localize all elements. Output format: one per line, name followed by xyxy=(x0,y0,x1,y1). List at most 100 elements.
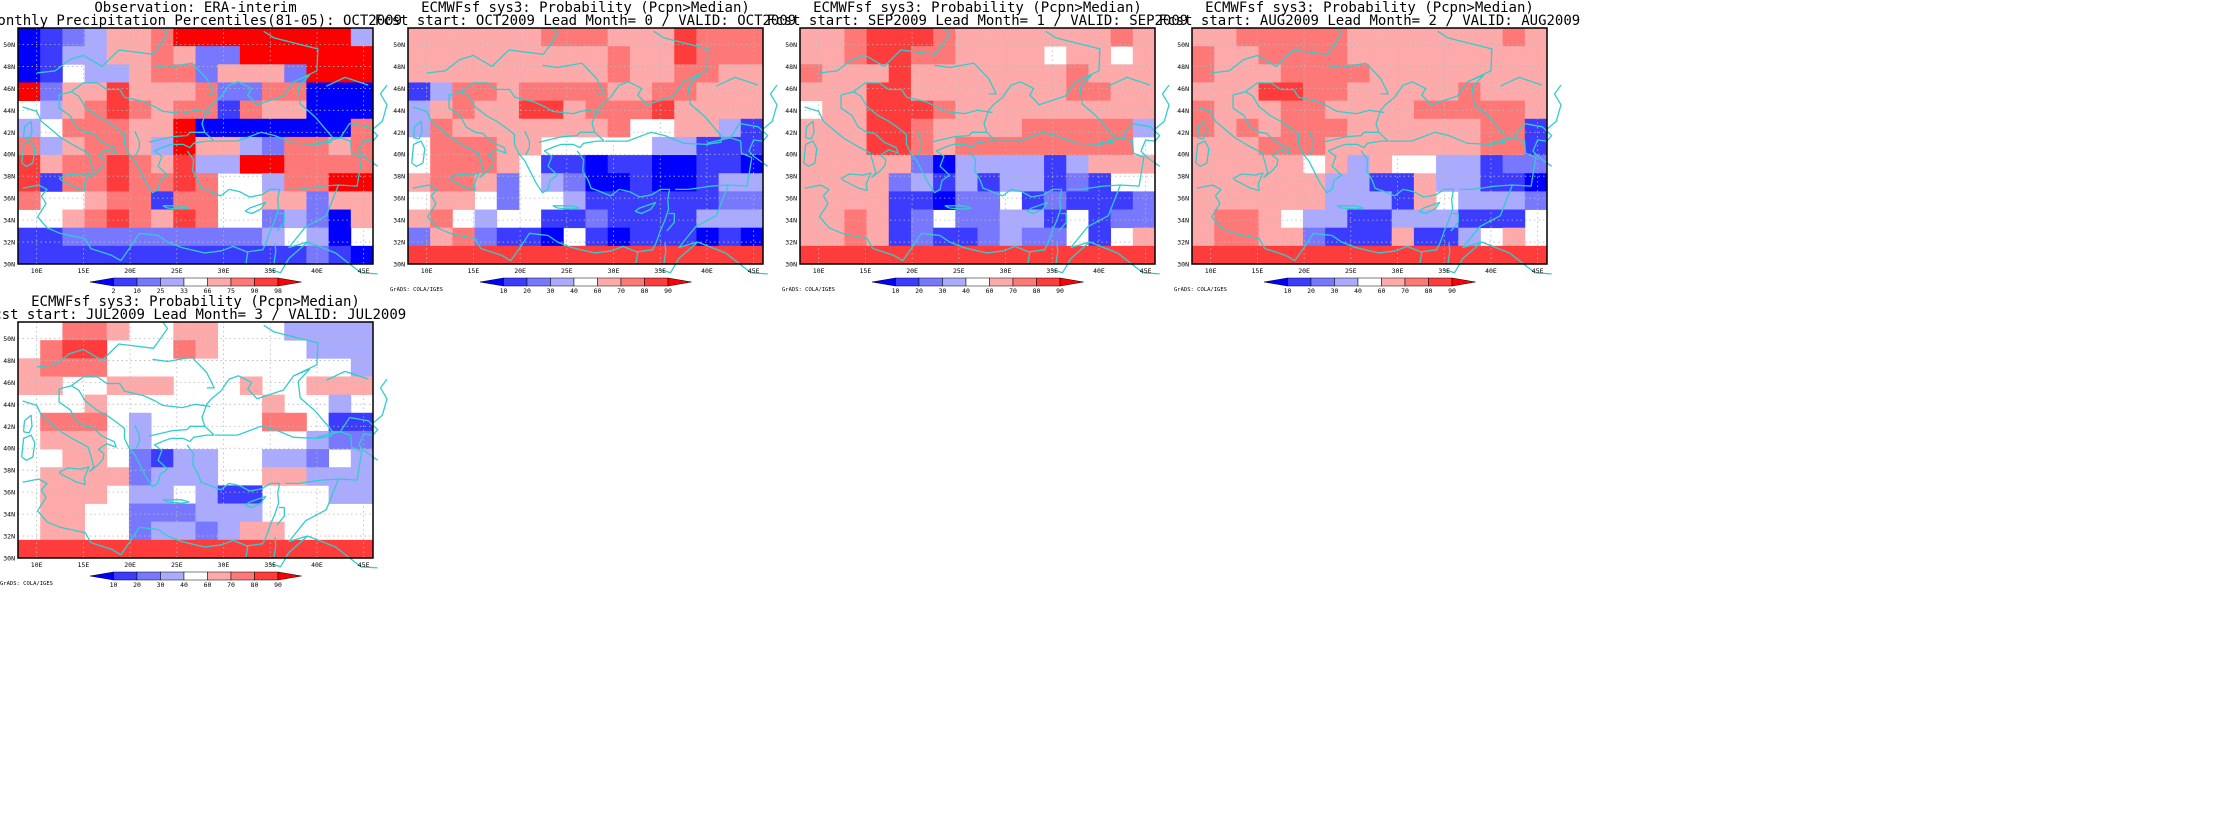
grid-cell xyxy=(84,64,108,83)
grid-cell xyxy=(933,46,956,65)
grid-cell xyxy=(1258,46,1282,65)
coastline xyxy=(460,91,605,194)
lon-tick-label: 40E xyxy=(311,267,323,275)
grid-cell xyxy=(518,46,542,65)
lat-tick-label: 38N xyxy=(785,173,797,181)
grid-cell xyxy=(1391,28,1415,47)
grid-cell xyxy=(933,28,956,47)
grid-cell xyxy=(718,155,742,174)
grid-cell xyxy=(430,82,453,102)
grid-cell xyxy=(195,449,219,468)
grid-cell xyxy=(284,245,307,265)
grid-cell xyxy=(1044,155,1067,174)
grid-cell xyxy=(910,209,934,229)
lat-tick-label: 42N xyxy=(3,129,15,137)
lat-tick-label: 36N xyxy=(3,195,15,203)
colorbar-label: 60 xyxy=(204,581,212,589)
coastline xyxy=(70,376,211,409)
grid-cell xyxy=(128,46,152,65)
lat-tick-label: 32N xyxy=(3,239,15,247)
grid-cell xyxy=(607,209,631,229)
grid-cell xyxy=(1280,118,1304,138)
grid-cell xyxy=(239,118,263,138)
coastline xyxy=(411,140,426,167)
grid-cell xyxy=(1258,118,1282,138)
grid-cell xyxy=(1088,82,1112,102)
grid-cell xyxy=(18,118,41,138)
grid-cell xyxy=(262,394,285,414)
grid-cell xyxy=(910,28,934,47)
grid-cell xyxy=(563,82,586,102)
colorbar: 10 20 30 40 60 70 80 90 xyxy=(1263,277,1476,295)
grid-cell xyxy=(151,245,174,265)
grid-cell xyxy=(106,227,130,247)
grid-cell xyxy=(888,82,912,102)
coastline xyxy=(201,74,333,146)
grid-cell xyxy=(452,118,475,138)
coastline xyxy=(1108,76,1151,87)
colorbar-swatch xyxy=(573,277,598,287)
grid-cell xyxy=(844,136,867,156)
grid-cell xyxy=(740,209,764,229)
grid-cell xyxy=(1369,82,1393,102)
coastline xyxy=(1444,241,1552,275)
grid-cell xyxy=(430,209,453,229)
grid-cell xyxy=(350,64,374,83)
lon-tick-label: 30E xyxy=(1392,267,1404,275)
grid-cell xyxy=(239,28,263,47)
grid-cell xyxy=(1480,100,1504,120)
coastline xyxy=(1418,201,1441,215)
coastline xyxy=(716,76,759,87)
grid-cell xyxy=(62,358,85,377)
grid-cell xyxy=(62,82,85,102)
coastline xyxy=(538,131,595,143)
grid-cell xyxy=(800,46,823,65)
grid-cell xyxy=(822,155,845,174)
grid-cell xyxy=(696,100,720,120)
coastline xyxy=(1437,30,1493,83)
lat-tick-label: 50N xyxy=(3,335,15,343)
grid-cell xyxy=(1066,245,1089,265)
grid-cell xyxy=(652,155,675,174)
grid-cell xyxy=(674,118,697,138)
grid-cell xyxy=(888,173,912,192)
grid-cell xyxy=(18,46,41,65)
grid-cell xyxy=(822,245,845,265)
grid-cell xyxy=(607,118,631,138)
grid-cell xyxy=(408,82,431,102)
grid-cell xyxy=(866,209,890,229)
grid-cell xyxy=(40,82,63,102)
grid-cell xyxy=(1192,136,1215,156)
grid-cell xyxy=(84,118,108,138)
colorbar-label: 30 xyxy=(939,287,947,295)
grid-cell xyxy=(933,155,956,174)
colorbar-swatch xyxy=(89,277,114,287)
grid-cell xyxy=(106,173,130,192)
grid-cell xyxy=(84,539,108,559)
coastline xyxy=(244,495,267,509)
grid-cell xyxy=(888,100,912,120)
coastline xyxy=(1196,120,1207,140)
grid-cell xyxy=(822,173,845,192)
grid-cell xyxy=(652,46,675,65)
grid-cell xyxy=(284,539,307,559)
grid-cell xyxy=(607,100,631,120)
coastline xyxy=(804,120,815,140)
grid-cell xyxy=(239,46,263,65)
grid-cell xyxy=(1192,227,1215,247)
grid-cell xyxy=(262,245,285,265)
grid-cell xyxy=(800,118,823,138)
coastline xyxy=(273,537,277,559)
grid-cell xyxy=(866,118,890,138)
coastline xyxy=(1375,74,1507,146)
grid-cell xyxy=(1502,136,1526,156)
grid-cell xyxy=(541,209,564,229)
grid-cell xyxy=(1391,191,1415,210)
grid-cell xyxy=(740,245,764,265)
grid-cell xyxy=(1236,136,1259,156)
coastline xyxy=(591,74,723,146)
grid-cell xyxy=(1458,209,1481,229)
grid-cell xyxy=(84,28,108,47)
map-panel: ECMWFsf sys3: Probability (Pcpn>Median)F… xyxy=(0,294,406,589)
grid-cell xyxy=(1369,245,1393,265)
